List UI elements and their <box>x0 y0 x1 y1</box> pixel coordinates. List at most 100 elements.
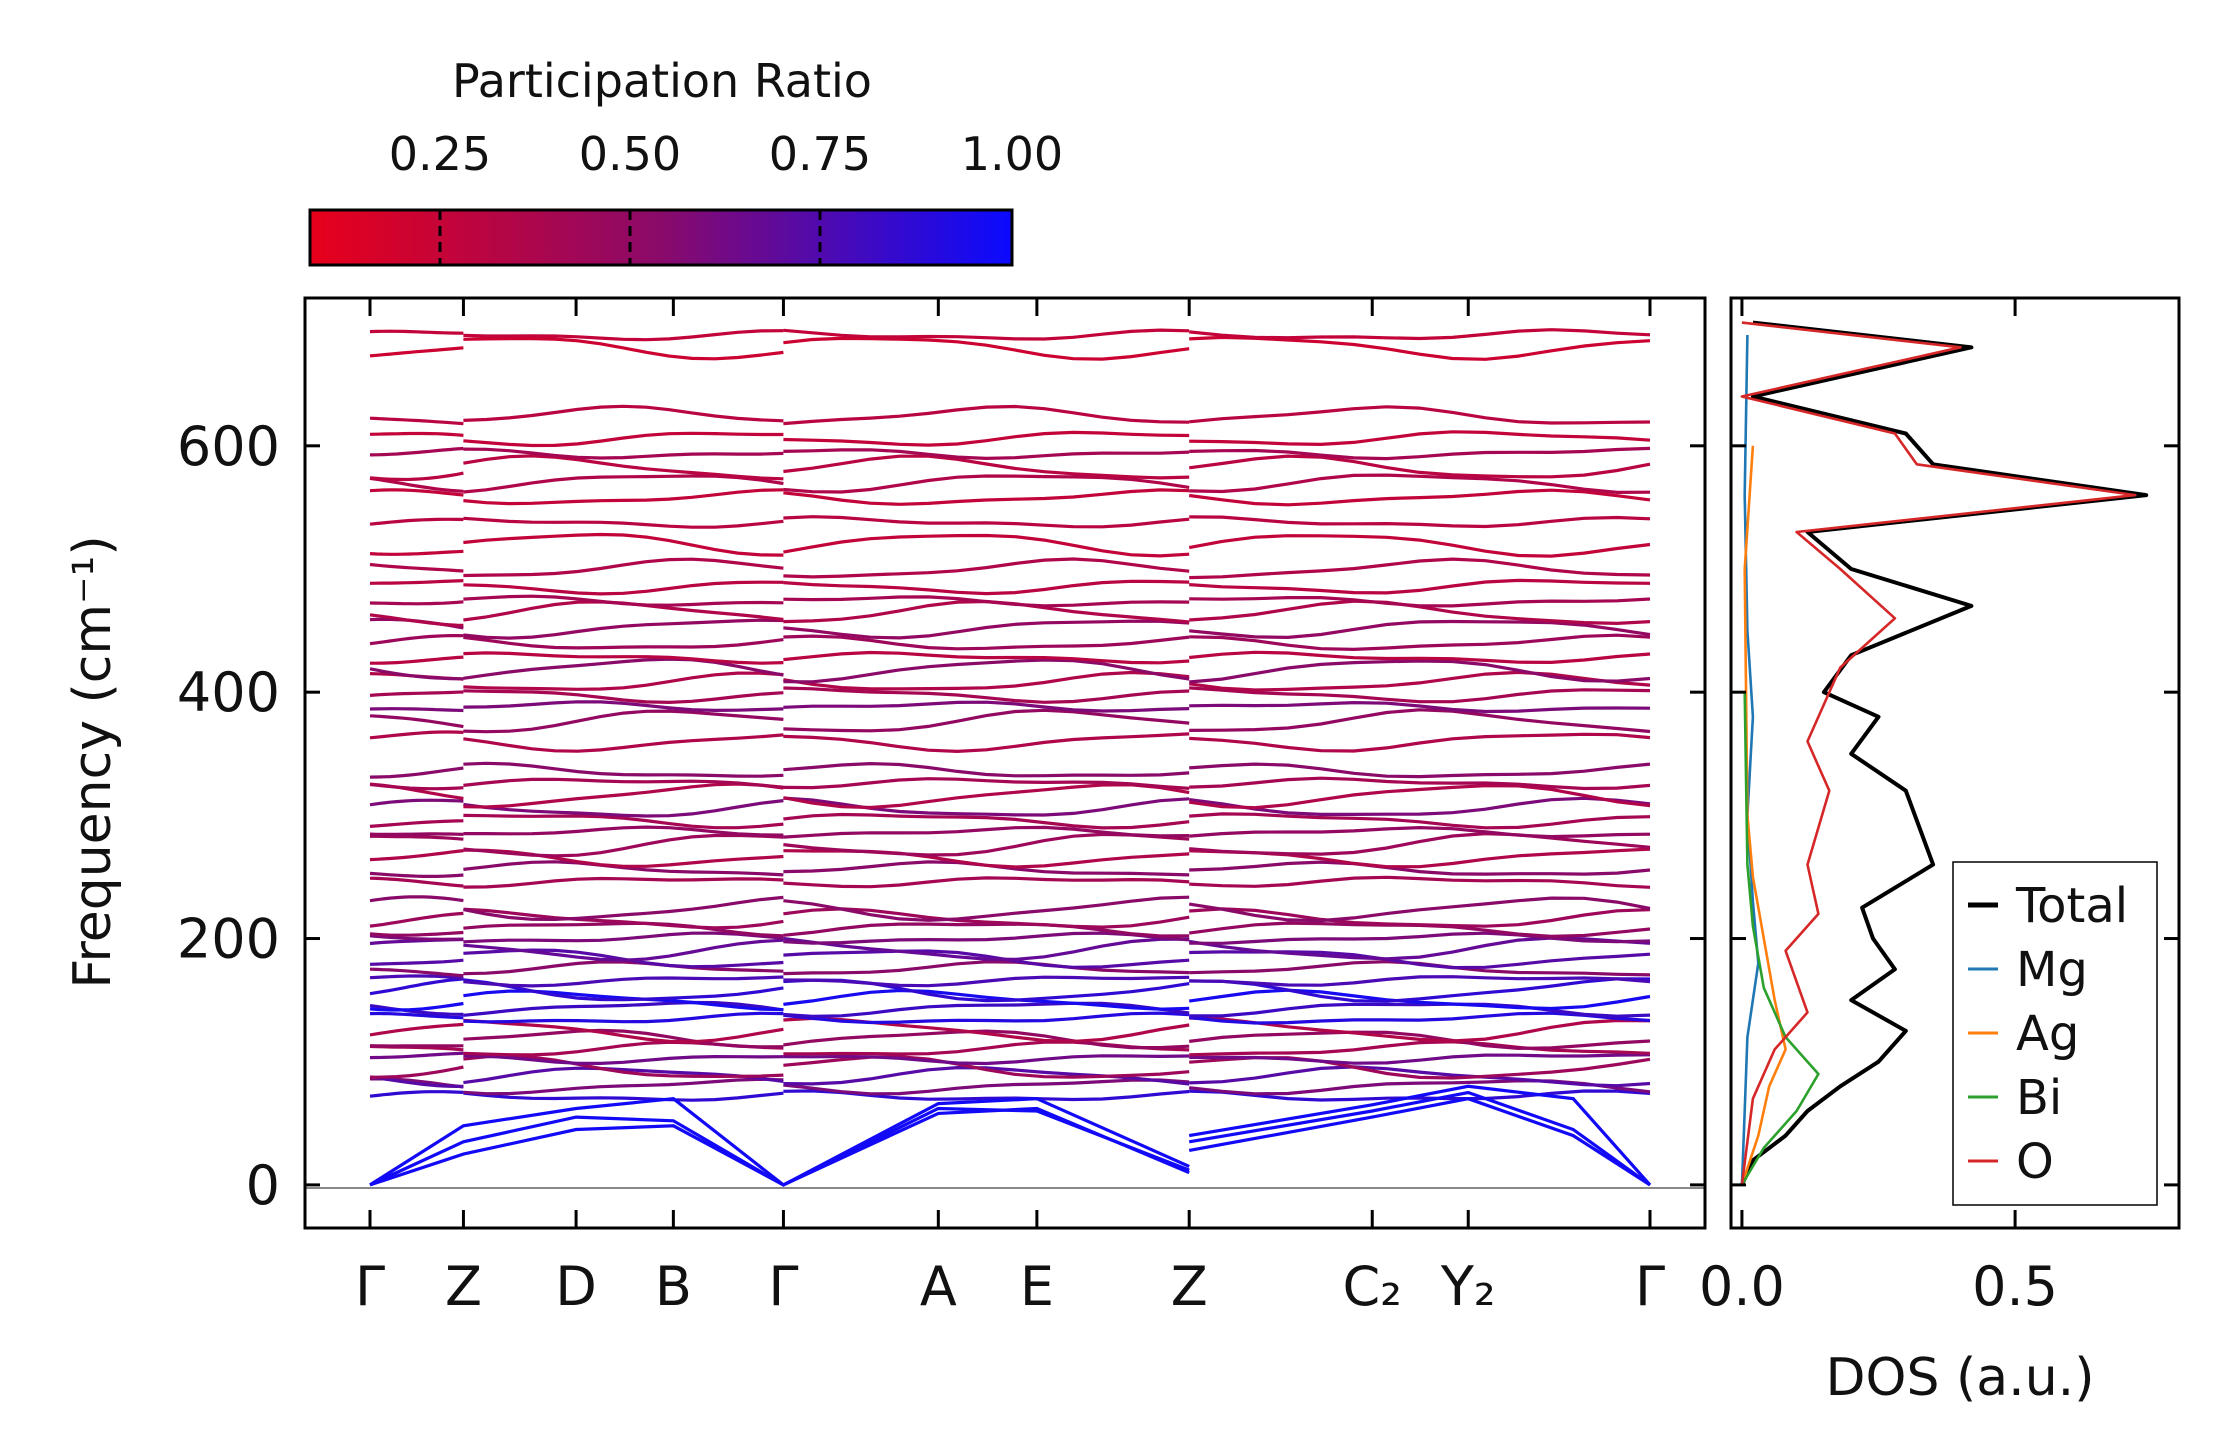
band-line <box>1189 762 1651 779</box>
band-line <box>1189 557 1651 580</box>
band-line <box>369 613 464 627</box>
band-line <box>369 579 464 585</box>
band-line <box>463 907 784 930</box>
band-line <box>1189 335 1651 361</box>
band-line <box>783 931 1190 945</box>
band-line <box>369 977 464 996</box>
band-line <box>783 454 1190 480</box>
band-line <box>783 533 1190 558</box>
band-line <box>369 798 464 807</box>
band-line <box>463 1011 784 1024</box>
band-line <box>1188 896 1651 923</box>
band-line <box>783 1054 1190 1066</box>
band-line <box>1189 446 1651 461</box>
dos-line-ag <box>1740 445 1787 1186</box>
band-line <box>1189 875 1651 889</box>
band-line <box>369 600 464 606</box>
acoustic-branch <box>369 1106 1190 1187</box>
acoustic-branch <box>369 1097 1190 1187</box>
dos-legend: Total Mg Ag Bi O <box>1952 861 2158 1206</box>
band-line <box>1188 534 1651 558</box>
legend-label: O <box>2016 1134 2054 1190</box>
band-line <box>369 1075 464 1088</box>
band-line <box>369 329 464 335</box>
band-line <box>463 978 784 1002</box>
band-line <box>369 1004 464 1016</box>
band-line <box>783 1011 1190 1025</box>
band-line <box>1189 700 1651 714</box>
band-line <box>369 1022 464 1037</box>
band-line <box>1189 1030 1651 1051</box>
dos-lines <box>1740 320 2149 1186</box>
band-line <box>369 488 464 497</box>
y-tick-label: 400 <box>177 661 280 724</box>
band-line <box>369 416 464 426</box>
band-line <box>1189 860 1651 876</box>
band-line <box>463 733 784 753</box>
acoustic-branch <box>1188 1097 1651 1187</box>
band-line <box>369 1011 464 1020</box>
band-y-ticks: 0 200 400 600 <box>177 415 1705 1217</box>
band-line <box>1189 659 1651 684</box>
acoustic-branch <box>1188 1090 1651 1187</box>
band-line <box>783 336 1190 361</box>
band-line <box>369 930 464 937</box>
band-plot-frame <box>303 296 1707 1230</box>
band-line <box>463 777 784 789</box>
band-line <box>783 960 1190 976</box>
band-line <box>783 579 1190 596</box>
band-line <box>463 799 784 818</box>
band-line <box>1189 931 1651 945</box>
band-line <box>783 825 1190 839</box>
band-line <box>463 813 784 830</box>
band-line <box>463 454 784 481</box>
colorbar: Participation Ratio 0.25 0.50 0.75 1.00 <box>308 54 1063 267</box>
band-line <box>463 931 784 944</box>
band-line <box>783 670 1190 691</box>
band-line <box>1189 1040 1651 1057</box>
band-line <box>1188 454 1651 479</box>
dos-line-mg <box>1740 334 1760 1185</box>
band-line <box>463 1000 784 1017</box>
band-line <box>369 346 464 358</box>
band-line <box>1188 988 1651 1011</box>
dos-x-tick-label: 0.0 <box>1699 1255 1785 1318</box>
band-line <box>369 634 464 646</box>
band-line <box>463 938 784 962</box>
band-line <box>463 833 784 858</box>
band-line <box>783 876 1190 889</box>
band-line <box>1189 708 1651 734</box>
band-line <box>1188 784 1651 810</box>
band-line <box>369 766 464 779</box>
x-tick-label: Γ <box>355 1255 385 1318</box>
band-line <box>1189 1065 1651 1088</box>
band-line <box>463 671 784 691</box>
band-line <box>369 517 464 526</box>
band-line <box>463 337 784 361</box>
band-line <box>783 515 1190 529</box>
band-line <box>1189 1089 1651 1102</box>
band-line <box>783 448 1190 461</box>
band-line <box>1189 907 1651 928</box>
band-line <box>463 431 784 448</box>
band-line <box>463 1054 784 1079</box>
band-line <box>369 782 464 791</box>
dos-line-total <box>1740 320 2149 1186</box>
x-tick-label: D <box>555 1255 597 1318</box>
band-line <box>463 825 784 837</box>
band-line <box>783 708 1190 733</box>
band-line <box>1189 650 1651 665</box>
band-line <box>1189 430 1651 447</box>
band-line <box>463 474 784 494</box>
band-line <box>463 782 784 809</box>
band-line <box>1189 686 1651 704</box>
band-line <box>783 619 1190 640</box>
band-line <box>783 988 1190 1011</box>
band-line <box>783 922 1190 938</box>
band-line <box>463 557 784 578</box>
colorbar-title: Participation Ratio <box>452 54 872 108</box>
band-line <box>1189 812 1651 830</box>
band-line <box>369 730 464 740</box>
band-line <box>369 471 464 482</box>
